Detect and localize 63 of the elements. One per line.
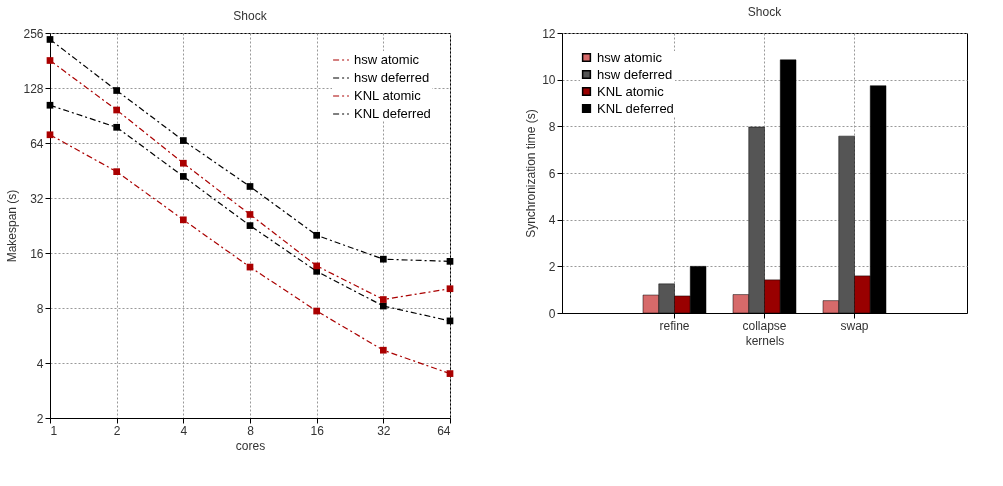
x-tick-label: refine — [659, 318, 690, 333]
y-tick-label: 0 — [548, 306, 556, 321]
x-tick-label: 1 — [50, 423, 58, 438]
x-axis-title: cores — [235, 438, 266, 453]
point — [446, 285, 454, 293]
point — [46, 57, 54, 64]
y-axis-title: Makespan (s) — [5, 189, 20, 263]
point — [113, 106, 121, 114]
y-tick-label: 2 — [36, 411, 44, 426]
y-tick-label: 256 — [23, 26, 44, 41]
legend-label: hsw deferred — [597, 66, 673, 82]
x-tick-label: 64 — [437, 423, 451, 438]
y-tick-label: 128 — [23, 81, 44, 96]
y-tick-label: 2 — [548, 259, 556, 274]
x-tick-label: 16 — [310, 423, 325, 438]
point — [179, 173, 187, 180]
point — [179, 159, 187, 167]
point — [179, 216, 187, 224]
y-tick-label: 32 — [30, 191, 44, 206]
point — [379, 296, 387, 303]
point — [246, 183, 254, 190]
x-tick-label: 2 — [113, 423, 121, 438]
point — [379, 255, 387, 263]
legend-label: hsw deferred — [354, 70, 430, 85]
point — [113, 87, 121, 94]
point — [179, 137, 187, 144]
x-tick-label: 32 — [377, 423, 391, 438]
point — [46, 101, 54, 109]
x-tick-label: 4 — [180, 423, 188, 438]
y-tick-label: 4 — [548, 213, 556, 228]
y-tick-label: 12 — [542, 26, 556, 41]
point — [379, 302, 387, 310]
legend-label: KNL atomic — [597, 83, 665, 99]
y-tick-label: 6 — [548, 166, 556, 181]
legend-label: hsw atomic — [597, 49, 663, 65]
point — [313, 262, 321, 270]
y-tick-label: 8 — [36, 301, 44, 316]
y-tick-label: 64 — [30, 136, 44, 151]
legend-label: hsw atomic — [354, 52, 420, 67]
legend-label: KNL atomic — [354, 88, 422, 103]
y-axis-title: Synchronization time (s) — [524, 109, 539, 238]
y-tick-label: 8 — [548, 119, 556, 134]
point — [446, 258, 454, 265]
chart-title: Shock — [747, 5, 783, 19]
legend-label: KNL deferred — [354, 106, 431, 121]
x-tick-label: swap — [840, 318, 869, 333]
y-tick-label: 10 — [542, 73, 556, 88]
point — [113, 123, 121, 131]
point — [113, 168, 121, 176]
point — [313, 231, 321, 239]
point — [379, 346, 387, 354]
point — [246, 211, 254, 218]
legend-label: KNL deferred — [597, 100, 674, 116]
point — [246, 222, 254, 229]
point — [46, 131, 54, 139]
x-tick-label: collapse — [742, 318, 787, 333]
point — [446, 370, 454, 377]
x-tick-label: 8 — [247, 423, 255, 438]
chart-title: Shock — [233, 9, 268, 23]
x-axis-title: kernels — [745, 333, 785, 348]
point — [313, 307, 321, 315]
y-tick-label: 4 — [36, 356, 44, 371]
y-tick-label: 16 — [30, 246, 44, 261]
